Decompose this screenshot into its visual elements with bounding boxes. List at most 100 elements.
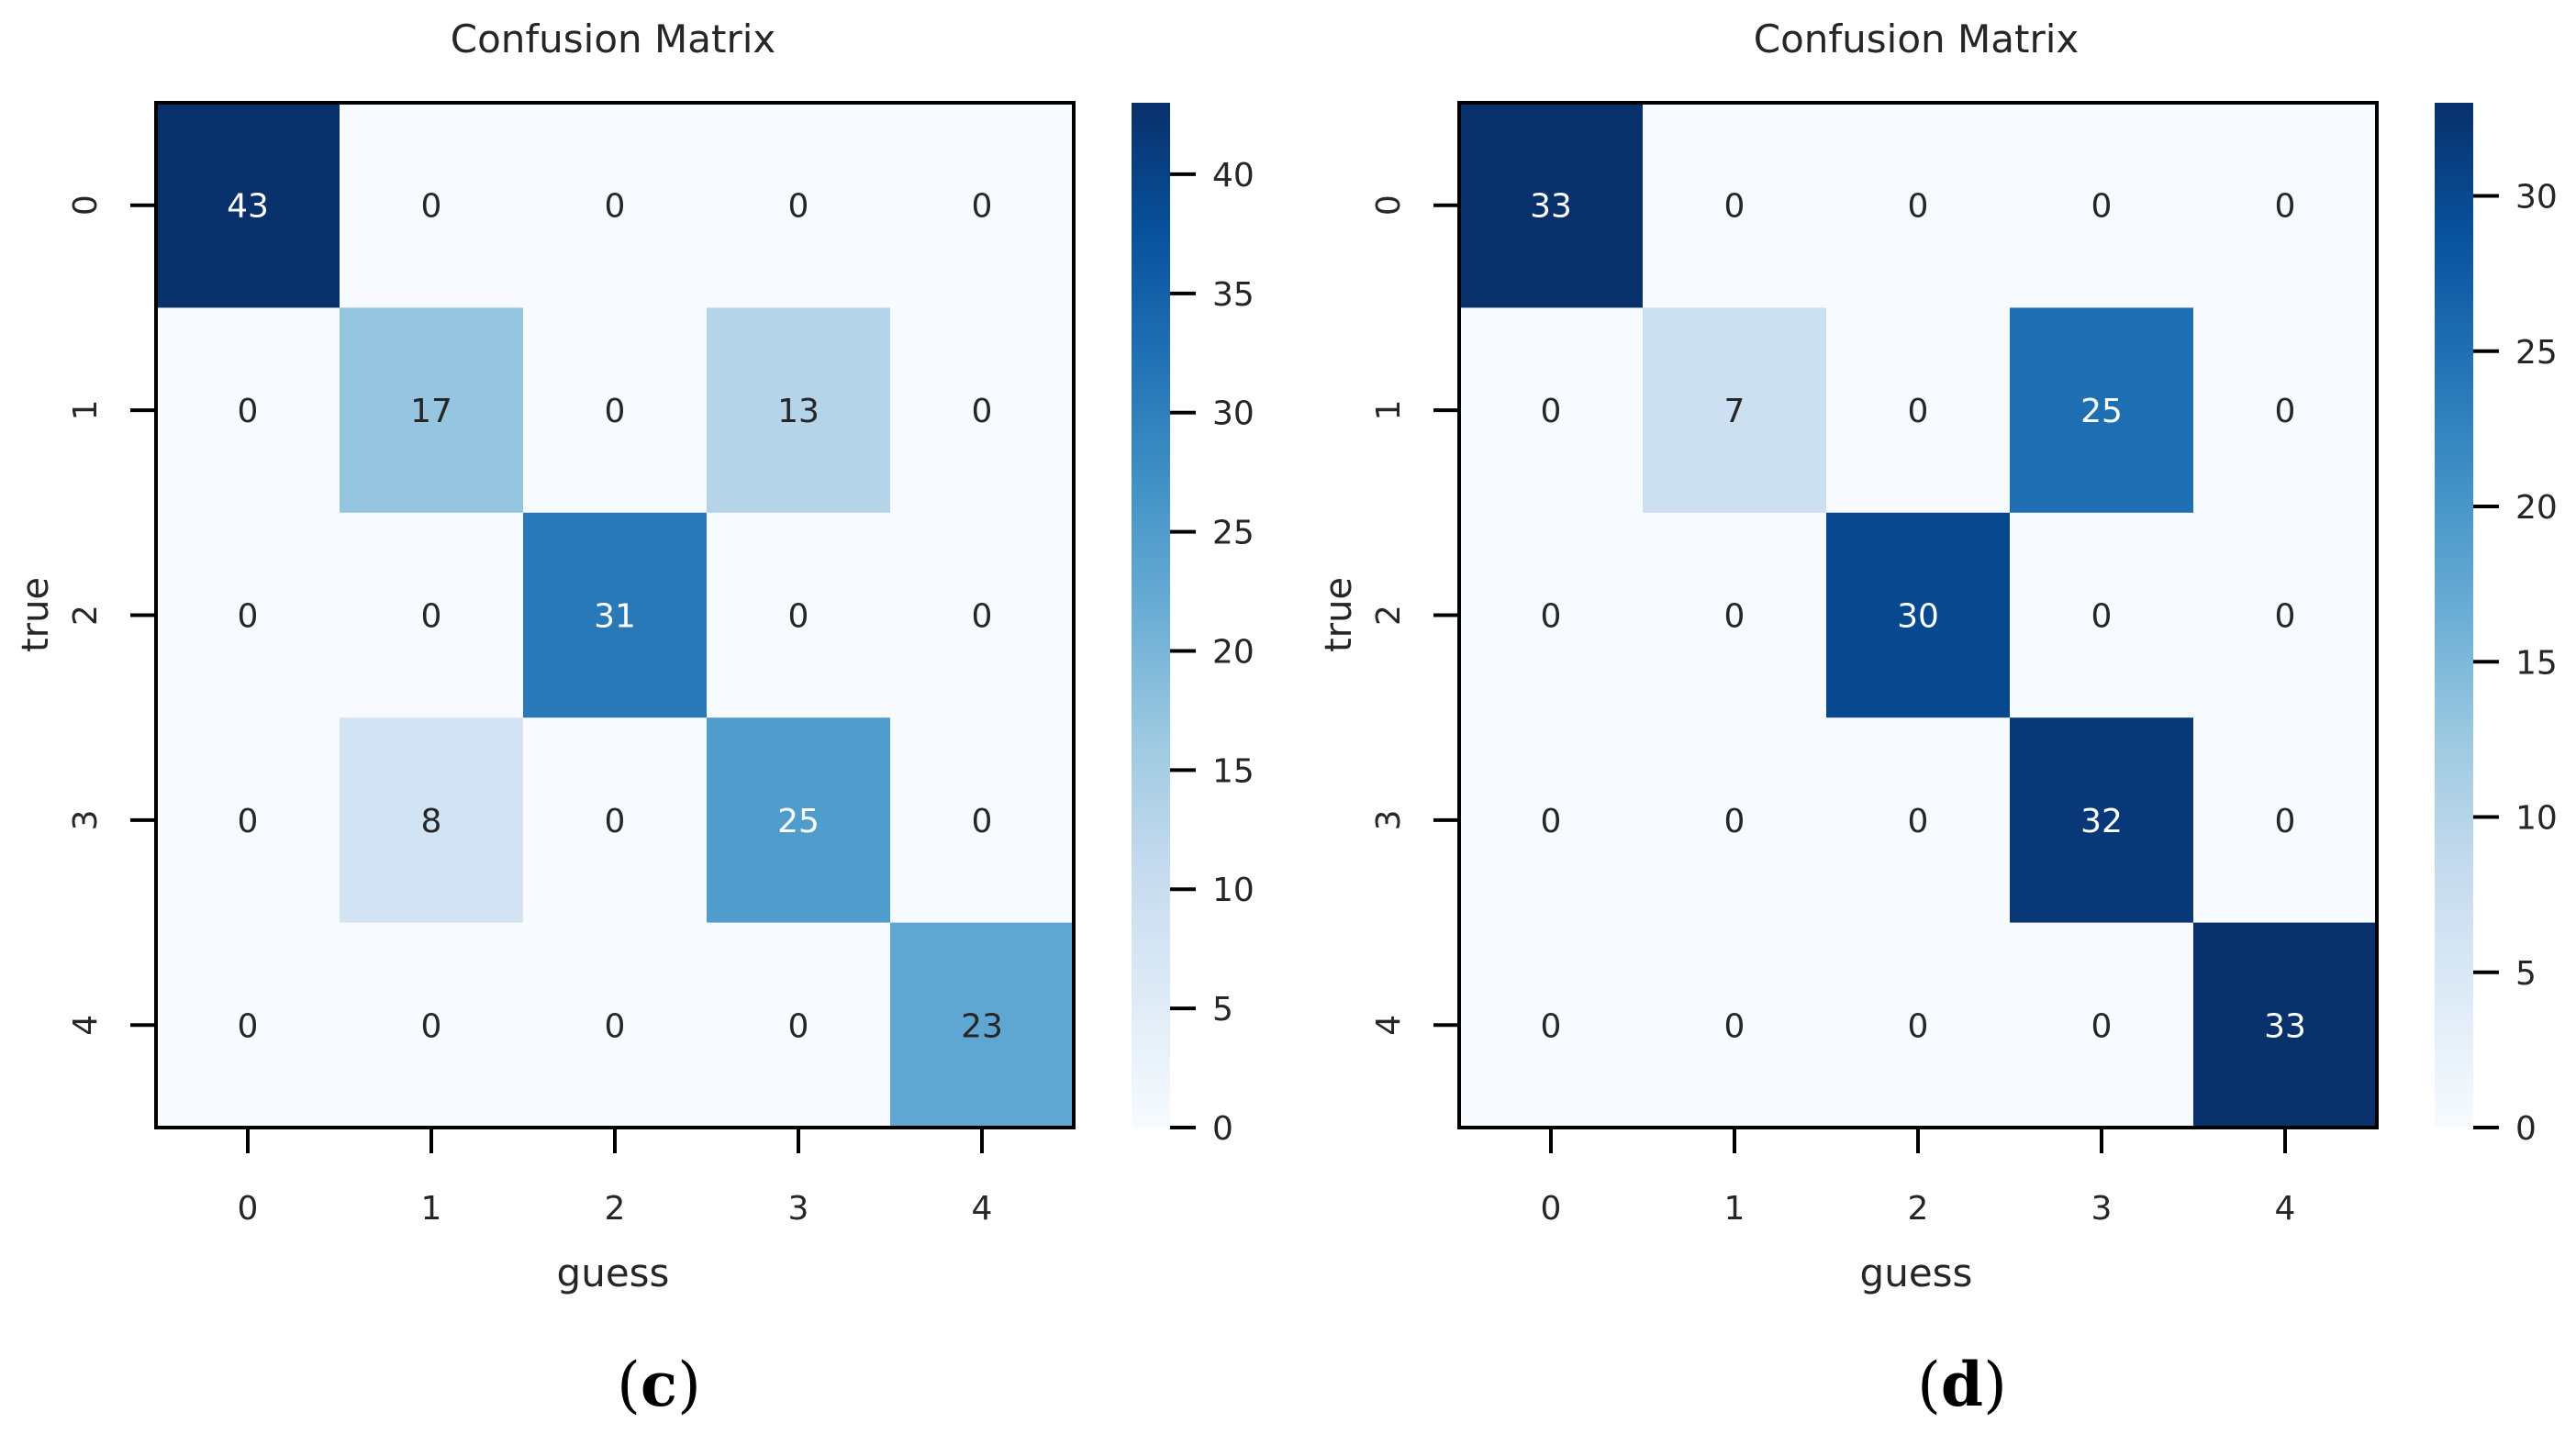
heatmap-cell [707,103,891,308]
colorbar-tick-label: 25 [2515,334,2558,372]
cell-value-label: 0 [1724,803,1745,840]
heatmap-cell [2193,512,2378,718]
heatmap-cell [156,307,340,514]
cell-value-label: 0 [605,393,626,430]
panel-c-xlabel: guess [557,1251,670,1295]
panel-c-title: Confusion Matrix [451,17,776,61]
heatmap-cell [2010,922,2194,1128]
cell-value-label: 0 [238,598,259,636]
heatmap-cell [1643,103,1827,308]
y-tick-label: 1 [67,400,105,421]
cell-value-label: 7 [1724,393,1745,430]
colorbar-tick-label: 10 [1212,872,1255,909]
heatmap-cell [707,717,891,924]
panel-c-letter: c [641,1349,677,1420]
panel-d-colorbar [2435,103,2473,1128]
cell-value-label: 33 [2264,1007,2306,1045]
y-tick-label: 4 [67,1015,105,1036]
cell-value-label: 0 [788,188,809,226]
colorbar-tick-label: 0 [2515,1110,2537,1148]
colorbar-tick-label: 35 [1212,276,1255,314]
x-tick-label: 4 [2275,1190,2296,1228]
heatmap-cell [523,307,708,514]
panel-c-x-ticks: 0 1 2 3 4 [238,1128,993,1228]
panel-d-xlabel: guess [1860,1251,1973,1295]
panel-d: Confusion Matrix 33 0 0 0 00 7 0 25 00 0 30 0 00 0 0 32… [1318,17,2558,1420]
cell-value-label: 0 [421,598,442,636]
cell-value-label: 43 [227,188,269,226]
cell-value-label: 0 [788,1007,809,1045]
heatmap-cell [890,512,1075,718]
heatmap-cell [523,103,708,308]
x-tick-label: 3 [2091,1190,2113,1228]
colorbar-tick-label: 15 [2515,644,2558,682]
heatmap-cell [1643,307,1827,514]
cell-value-label: 0 [2091,188,2113,226]
cell-value-label: 0 [1541,598,1562,636]
panel-d-ylabel: true [1318,577,1360,652]
cell-value-label: 0 [1724,598,1745,636]
cell-value-label: 0 [605,1007,626,1045]
panel-c-colorbar [1132,103,1170,1128]
x-tick-label: 2 [605,1190,626,1228]
colorbar-tick-label: 40 [1212,157,1255,195]
heatmap-cell [1459,307,1644,514]
heatmap-cell [2193,103,2378,308]
y-tick-label: 1 [1370,400,1408,421]
panel-c-colorbar-ticks: 0 5 10 15 20 25 30 35 40 [1170,157,1255,1148]
cell-value-label: 0 [605,188,626,226]
heatmap-cell [707,922,891,1128]
heatmap-cell [340,922,524,1128]
heatmap-cell [1826,307,2011,514]
y-tick-label: 2 [67,605,105,626]
heatmap-cell [2193,717,2378,924]
panel-d-cells: 33 0 0 0 0 0 7 0 25 0 0 0 30 0 0 0 0 0 32 0 0 0 0 0 33 [1459,103,2378,1128]
heatmap-cell [890,922,1075,1128]
y-tick-label: 3 [67,809,105,830]
cell-value-label: 0 [1724,1007,1745,1045]
heatmap-cell [1826,717,2011,924]
heatmap-cell [340,103,524,308]
heatmap-cell [156,717,340,924]
cell-value-label: 0 [788,598,809,636]
cell-value-label: 17 [410,393,452,430]
heatmap-cell [1459,922,1644,1128]
x-tick-label: 1 [421,1190,442,1228]
cell-value-label: 0 [421,1007,442,1045]
heatmap-cell [1459,717,1644,924]
y-tick-label: 0 [1370,195,1408,216]
cell-value-label: 0 [972,188,993,226]
heatmap-cell [156,103,340,308]
cell-value-label: 13 [777,393,820,430]
cell-value-label: 0 [1908,393,1929,430]
heatmap-cell [1643,922,1827,1128]
heatmap-cell [2193,307,2378,514]
colorbar-tick-label: 5 [2515,955,2537,993]
heatmap-cell [1459,512,1644,718]
x-tick-label: 4 [972,1190,993,1228]
colorbar-tick-label: 25 [1212,515,1255,552]
colorbar-tick-label: 0 [1212,1110,1233,1148]
cell-value-label: 0 [2091,598,2113,636]
cell-value-label: 0 [238,1007,259,1045]
cell-value-label: 0 [1541,393,1562,430]
x-tick-label: 0 [1541,1190,1562,1228]
panel-d-letter: d [1941,1349,1983,1420]
cell-value-label: 0 [1724,188,1745,226]
cell-value-label: 31 [594,598,636,636]
colorbar-tick-label: 10 [2515,800,2558,838]
heatmap-cell [890,103,1075,308]
heatmap-cell [1643,512,1827,718]
cell-value-label: 0 [2275,393,2296,430]
cell-value-label: 23 [961,1007,1003,1045]
cell-value-label: 0 [1541,803,1562,840]
heatmap-cell [1459,103,1644,308]
y-tick-label: 4 [1370,1015,1408,1036]
cell-value-label: 0 [1541,1007,1562,1045]
panel-d-y-ticks: 0 1 2 3 4 [1370,195,1459,1036]
heatmap-cell [2010,512,2194,718]
heatmap-cell [2010,103,2194,308]
x-tick-label: 1 [1724,1190,1745,1228]
panel-c: Confusion Matrix 43 0 0 0 00 17 0 13 00 0 31 0 00 8 0 2… [15,17,1255,1420]
